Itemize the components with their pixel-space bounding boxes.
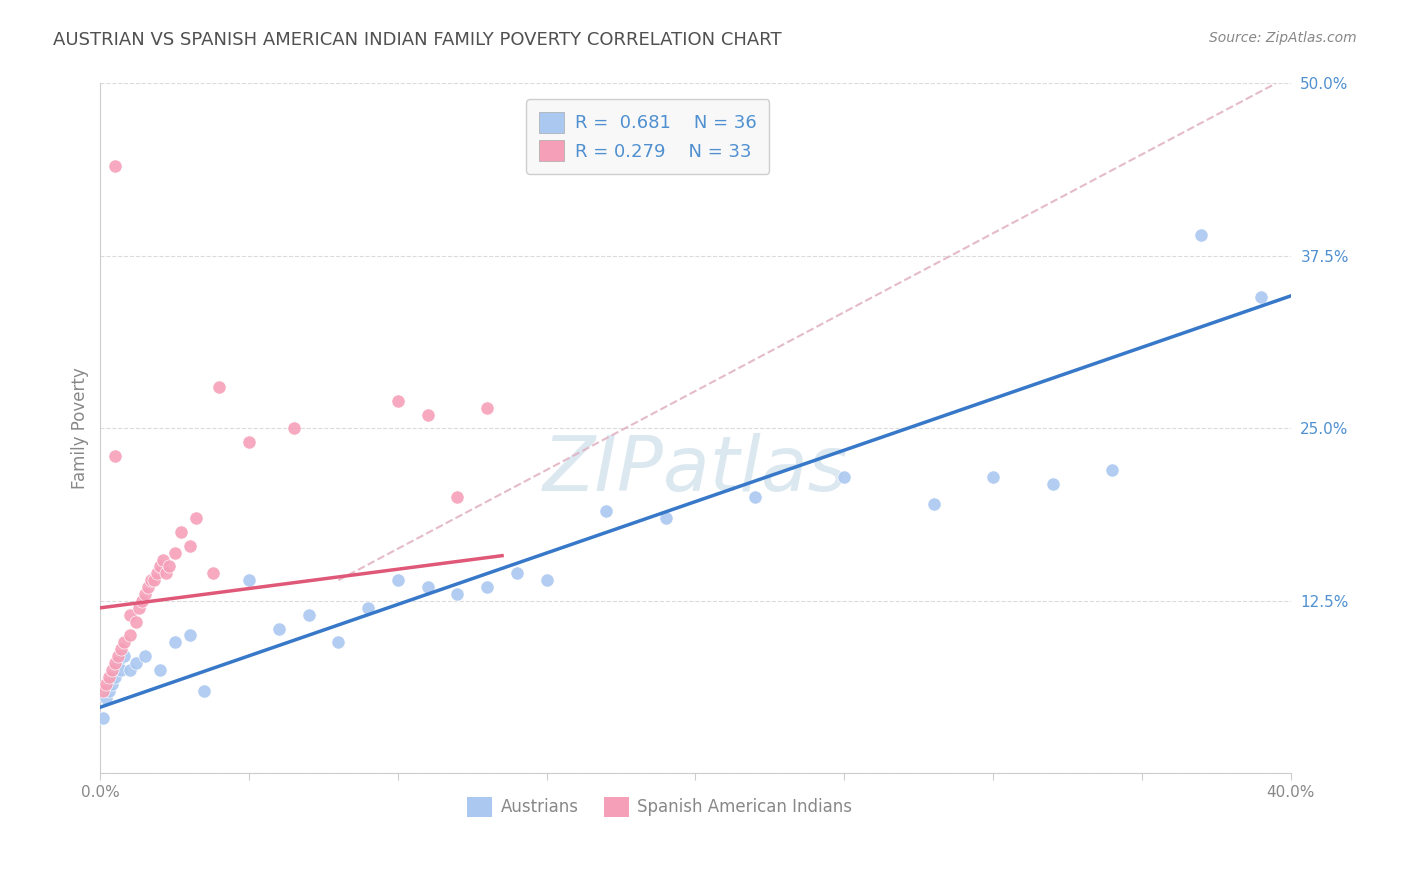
Point xyxy=(120,607,142,622)
Point xyxy=(267,622,290,636)
Point xyxy=(208,380,231,394)
Point xyxy=(110,663,132,677)
Point xyxy=(179,539,201,553)
Point xyxy=(238,573,260,587)
Point xyxy=(1101,463,1123,477)
Point xyxy=(112,635,135,649)
Point xyxy=(654,511,676,525)
Point xyxy=(125,656,148,670)
Point xyxy=(446,491,468,505)
Point xyxy=(128,600,150,615)
Point xyxy=(101,663,124,677)
Point xyxy=(170,524,193,539)
Point xyxy=(125,615,148,629)
Point xyxy=(1189,228,1212,243)
Point xyxy=(131,594,153,608)
Point xyxy=(416,580,439,594)
Point xyxy=(357,600,380,615)
Text: AUSTRIAN VS SPANISH AMERICAN INDIAN FAMILY POVERTY CORRELATION CHART: AUSTRIAN VS SPANISH AMERICAN INDIAN FAMI… xyxy=(53,31,782,49)
Point xyxy=(112,649,135,664)
Point xyxy=(120,628,142,642)
Point xyxy=(283,421,305,435)
Point xyxy=(149,559,172,574)
Point xyxy=(104,656,127,670)
Point xyxy=(146,566,169,581)
Point xyxy=(134,649,156,664)
Point xyxy=(98,670,121,684)
Point xyxy=(107,656,129,670)
Point xyxy=(142,573,165,587)
Point xyxy=(149,663,172,677)
Text: ZIPatlas: ZIPatlas xyxy=(543,433,848,507)
Point xyxy=(1250,290,1272,304)
Point xyxy=(96,677,118,691)
Point xyxy=(832,469,855,483)
Point xyxy=(595,504,617,518)
Point xyxy=(91,711,114,725)
Point xyxy=(96,690,118,705)
Point xyxy=(139,573,162,587)
Point xyxy=(155,566,177,581)
Point xyxy=(744,491,766,505)
Point xyxy=(91,683,114,698)
Point xyxy=(536,573,558,587)
Point xyxy=(506,566,529,581)
Point xyxy=(110,642,132,657)
Point xyxy=(104,449,127,463)
Point xyxy=(202,566,225,581)
Point xyxy=(922,497,945,511)
Point xyxy=(104,159,127,173)
Point xyxy=(101,677,124,691)
Point xyxy=(193,683,215,698)
Legend: Austrians, Spanish American Indians: Austrians, Spanish American Indians xyxy=(461,790,859,823)
Point xyxy=(184,511,207,525)
Text: Source: ZipAtlas.com: Source: ZipAtlas.com xyxy=(1209,31,1357,45)
Point xyxy=(328,635,350,649)
Point xyxy=(163,546,186,560)
Point xyxy=(179,628,201,642)
Point xyxy=(107,649,129,664)
Point xyxy=(477,580,499,594)
Point xyxy=(1042,476,1064,491)
Point xyxy=(446,587,468,601)
Point xyxy=(387,393,409,408)
Point xyxy=(157,559,180,574)
Point xyxy=(298,607,321,622)
Point xyxy=(387,573,409,587)
Point xyxy=(163,635,186,649)
Point xyxy=(104,670,127,684)
Point xyxy=(477,401,499,415)
Point xyxy=(120,663,142,677)
Point xyxy=(416,408,439,422)
Point xyxy=(981,469,1004,483)
Point xyxy=(152,552,174,566)
Point xyxy=(134,587,156,601)
Y-axis label: Family Poverty: Family Poverty xyxy=(72,368,89,490)
Point xyxy=(238,435,260,450)
Point xyxy=(98,683,121,698)
Point xyxy=(136,580,159,594)
